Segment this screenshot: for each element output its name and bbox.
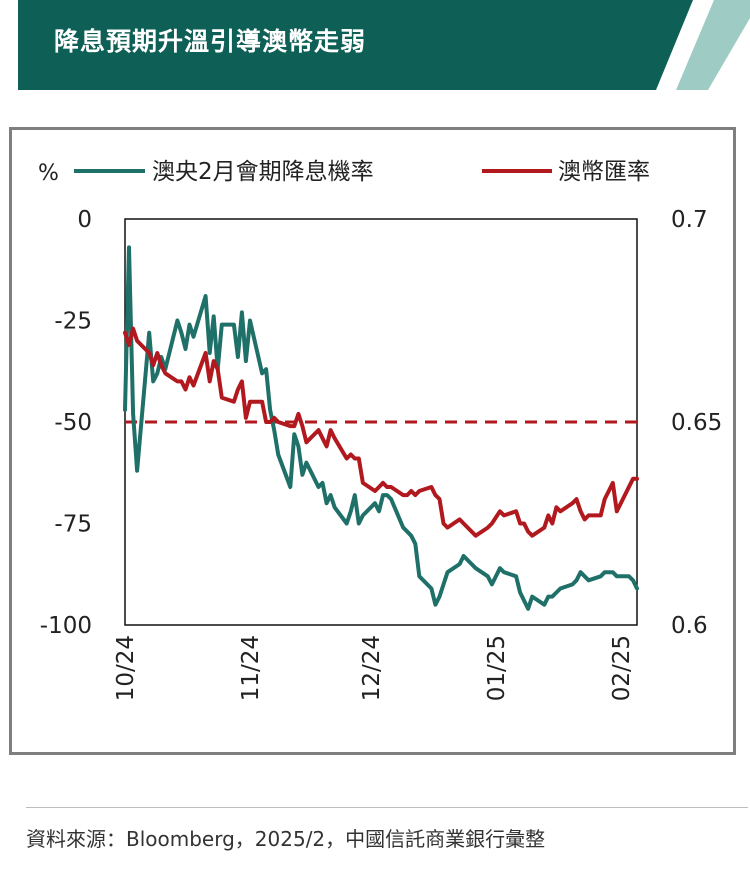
line-chart: 0 -25 -50 -75 -100 0.7 0.65 0.6% 10/24 11/24 12/24… bbox=[38, 159, 722, 701]
series-line-2 bbox=[123, 326, 639, 538]
series-line-1 bbox=[123, 245, 639, 611]
left-axis-tick-label: 0 bbox=[77, 207, 92, 233]
left-axis-tick-label: -50 bbox=[54, 410, 92, 436]
x-axis-tick-label: 10/24 bbox=[113, 635, 139, 701]
chart-frame: 0 -25 -50 -75 -100 0.7 0.65 0.6% 10/24 11/24 12/24… bbox=[9, 127, 736, 755]
plot-area bbox=[124, 218, 638, 626]
left-axis-tick-label: -75 bbox=[54, 512, 92, 538]
x-axis-tick-label: 11/24 bbox=[238, 635, 264, 701]
source-note: 資料來源：Bloomberg，2025/2，中國信託商業銀行彙整 bbox=[26, 827, 546, 851]
page-title: 降息預期升溫引導澳幣走弱 bbox=[54, 27, 367, 56]
left-axis-tick-label: -25 bbox=[54, 309, 92, 335]
legend-label-1: 澳央2月會期降息機率 bbox=[152, 159, 374, 185]
right-axis-tick-label: 0.7 bbox=[671, 207, 708, 233]
source-divider bbox=[26, 807, 748, 808]
right-axis-tick-label: 0.6 bbox=[671, 613, 708, 639]
legend-label-2: 澳幣匯率 bbox=[558, 159, 650, 185]
x-axis-tick-label: 02/25 bbox=[609, 635, 635, 701]
right-axis-tick-label: 0.65 bbox=[671, 410, 722, 436]
title-banner: 降息預期升溫引導澳幣走弱 bbox=[18, 0, 750, 90]
x-axis-tick-label: 12/24 bbox=[359, 635, 385, 701]
left-axis-unit: % bbox=[38, 161, 59, 186]
x-axis-tick-label: 01/25 bbox=[484, 635, 510, 701]
left-axis-tick-label: -100 bbox=[40, 613, 92, 639]
title-banner-shape bbox=[18, 0, 750, 90]
